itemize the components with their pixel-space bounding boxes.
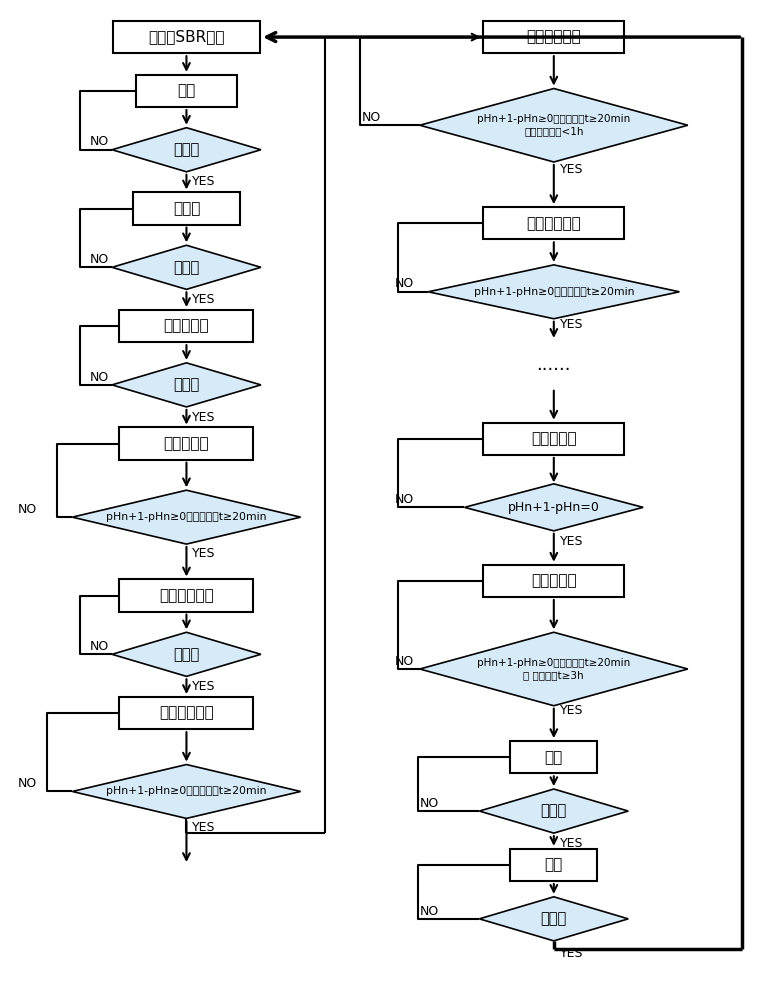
Text: YES: YES xyxy=(559,535,584,548)
FancyBboxPatch shape xyxy=(133,192,240,225)
Text: NO: NO xyxy=(18,777,37,790)
Text: NO: NO xyxy=(395,277,414,290)
Polygon shape xyxy=(480,789,629,833)
Text: 沉淀: 沉淀 xyxy=(545,750,563,765)
Text: pHn+1-pHn≥0且持续时间t≥20min: pHn+1-pHn≥0且持续时间t≥20min xyxy=(106,512,267,522)
Polygon shape xyxy=(465,484,643,531)
Text: 首单元曝气: 首单元曝气 xyxy=(164,319,210,334)
Polygon shape xyxy=(112,363,261,407)
Polygon shape xyxy=(72,490,300,544)
Text: pHn+1-pHn≥0且持续时间t≥20min
或 搅拌时间t≥3h: pHn+1-pHn≥0且持续时间t≥20min 或 搅拌时间t≥3h xyxy=(477,658,630,680)
Text: 时间到: 时间到 xyxy=(541,911,567,926)
FancyBboxPatch shape xyxy=(483,21,624,53)
FancyBboxPatch shape xyxy=(120,310,254,342)
Text: YES: YES xyxy=(192,411,216,424)
Text: 第三单元搅拌: 第三单元搅拌 xyxy=(526,216,581,231)
Polygon shape xyxy=(420,632,688,706)
FancyBboxPatch shape xyxy=(120,427,254,460)
FancyBboxPatch shape xyxy=(120,579,254,612)
Text: NO: NO xyxy=(420,905,439,918)
FancyBboxPatch shape xyxy=(483,423,624,455)
FancyBboxPatch shape xyxy=(483,565,624,597)
Polygon shape xyxy=(112,245,261,289)
Text: 首单元搅拌: 首单元搅拌 xyxy=(164,436,210,451)
FancyBboxPatch shape xyxy=(511,741,598,773)
Text: NO: NO xyxy=(90,253,109,266)
Text: YES: YES xyxy=(192,175,216,188)
Text: 进水: 进水 xyxy=(178,83,196,98)
Text: NO: NO xyxy=(90,135,109,148)
Text: NO: NO xyxy=(90,371,109,384)
Text: NO: NO xyxy=(395,493,414,506)
Text: YES: YES xyxy=(559,704,584,717)
Text: 一体化SBR启动: 一体化SBR启动 xyxy=(148,30,225,45)
Text: 时间到: 时间到 xyxy=(173,647,199,662)
Text: pHn+1-pHn=0: pHn+1-pHn=0 xyxy=(508,501,600,514)
Polygon shape xyxy=(420,89,688,162)
Text: NO: NO xyxy=(18,503,37,516)
Text: NO: NO xyxy=(420,797,439,810)
Text: NO: NO xyxy=(395,655,414,668)
Text: YES: YES xyxy=(559,318,584,331)
FancyBboxPatch shape xyxy=(137,75,237,107)
Text: 第二单元搅拌: 第二单元搅拌 xyxy=(159,706,214,721)
FancyBboxPatch shape xyxy=(120,697,254,729)
Text: pHn+1-pHn≥0且持续时间t≥20min: pHn+1-pHn≥0且持续时间t≥20min xyxy=(106,786,267,796)
Text: pHn+1-pHn≥0且持续时间t≥20min: pHn+1-pHn≥0且持续时间t≥20min xyxy=(473,287,634,297)
Text: 排水: 排水 xyxy=(545,857,563,872)
Text: 时间到: 时间到 xyxy=(173,142,199,157)
Text: pHn+1-pHn≥0且持续时间t≥20min
且曝气总时间<1h: pHn+1-pHn≥0且持续时间t≥20min 且曝气总时间<1h xyxy=(477,114,630,136)
Text: 时间到: 时间到 xyxy=(173,260,199,275)
Text: YES: YES xyxy=(559,837,584,850)
Text: YES: YES xyxy=(192,821,216,834)
Polygon shape xyxy=(112,128,261,172)
Polygon shape xyxy=(72,765,300,818)
Text: 第二单元曝气: 第二单元曝气 xyxy=(159,588,214,603)
Text: 末单元曝气: 末单元曝气 xyxy=(531,431,577,446)
Text: YES: YES xyxy=(192,547,216,560)
Text: YES: YES xyxy=(559,947,584,960)
Text: 时间到: 时间到 xyxy=(541,804,567,819)
Polygon shape xyxy=(428,265,680,319)
FancyBboxPatch shape xyxy=(483,207,624,239)
FancyBboxPatch shape xyxy=(113,21,260,53)
Text: 预搅拌: 预搅拌 xyxy=(173,201,200,216)
FancyBboxPatch shape xyxy=(511,849,598,881)
Text: NO: NO xyxy=(362,111,382,124)
Polygon shape xyxy=(112,632,261,676)
Text: NO: NO xyxy=(90,640,109,653)
Text: YES: YES xyxy=(192,293,216,306)
Text: YES: YES xyxy=(559,163,584,176)
Text: 时间到: 时间到 xyxy=(173,377,199,392)
Text: 第三单元曝气: 第三单元曝气 xyxy=(526,30,581,45)
Text: ......: ...... xyxy=(536,356,571,374)
Text: YES: YES xyxy=(192,680,216,693)
Polygon shape xyxy=(480,897,629,941)
Text: 末单元搅拌: 末单元搅拌 xyxy=(531,573,577,588)
